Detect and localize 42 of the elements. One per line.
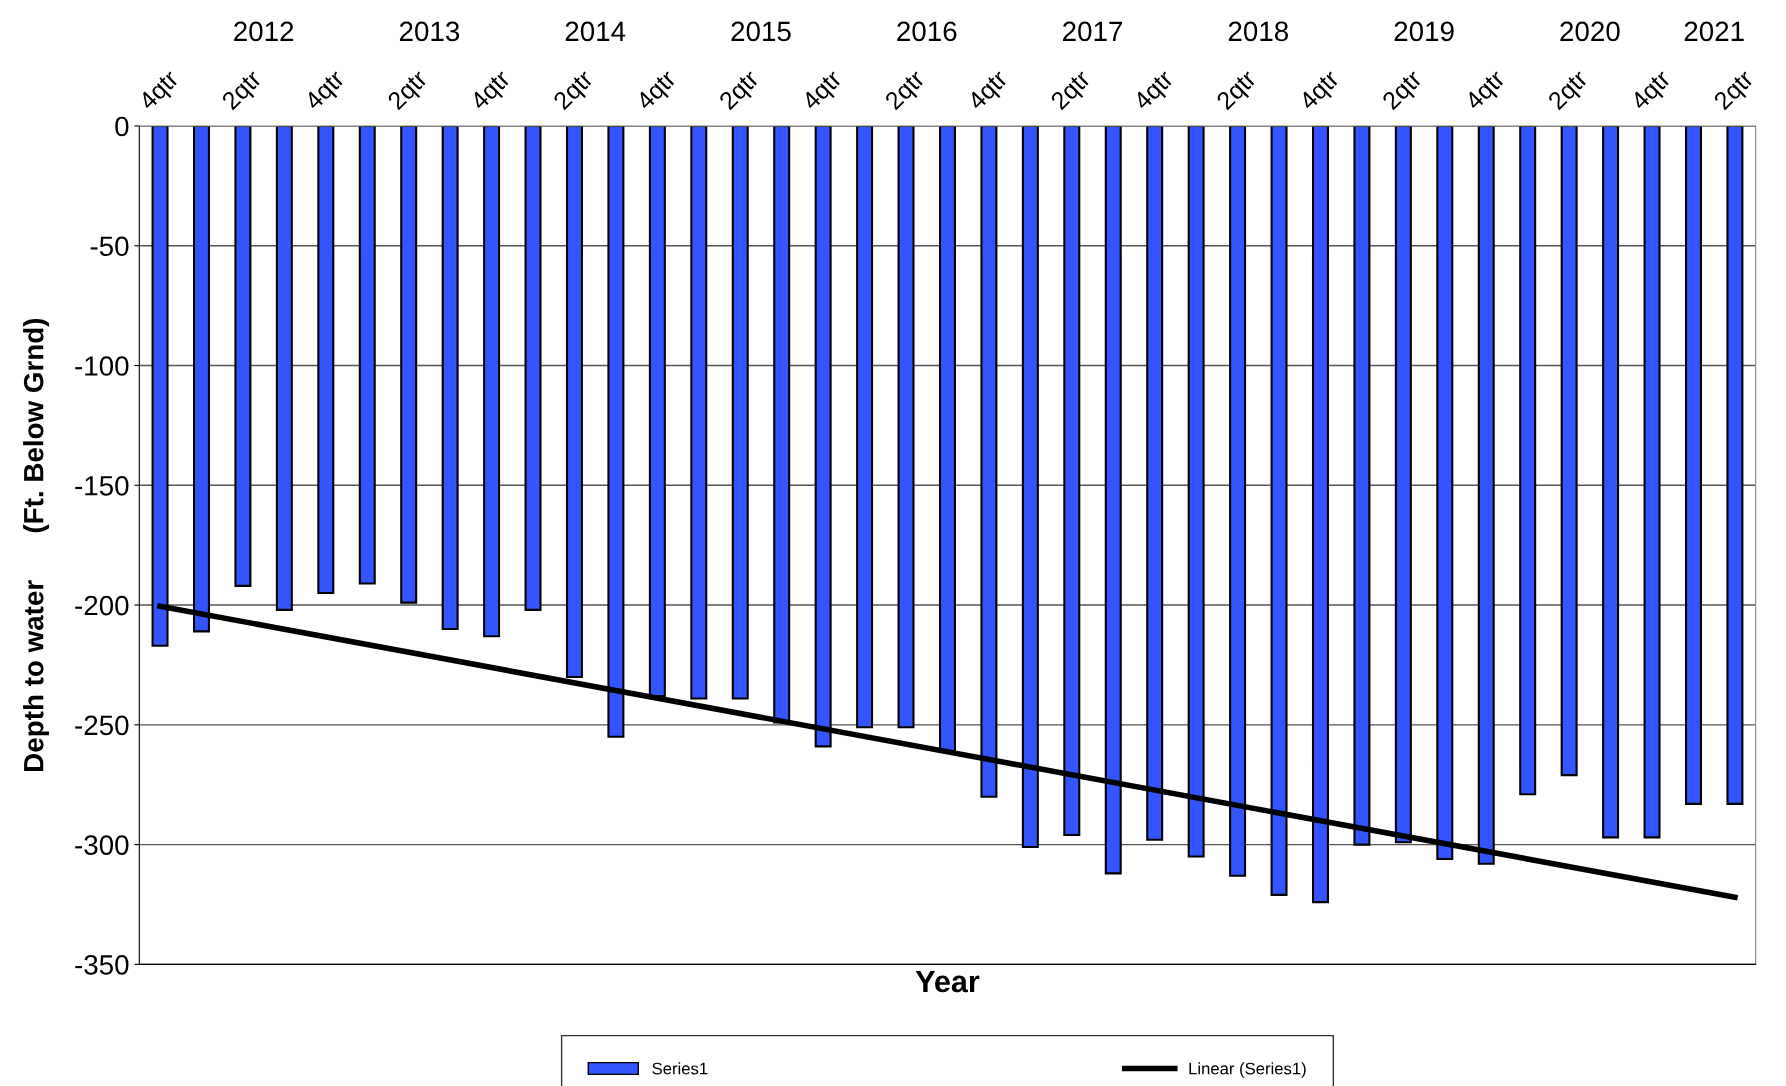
x-tick-label: 2qtr	[386, 68, 432, 114]
x-tick-label: 4qtr	[1629, 68, 1676, 115]
y-axis-title: Depth to water (Ft. Below Grnd)	[23, 318, 49, 771]
text: 2019	[1394, 21, 1454, 42]
x-tick-label: 2qtr	[1049, 68, 1095, 114]
legend-label: Linear (Series1)	[1189, 1062, 1306, 1078]
x-axis-title: Year	[915, 971, 980, 993]
legend-label: Series1	[652, 1062, 708, 1075]
x-tick-label: 4qtr	[1298, 68, 1344, 115]
x-tick-label: 2qtr	[1547, 68, 1593, 114]
x-tick-label: 4qtr	[469, 68, 515, 115]
x-tick-label: 4qtr	[1463, 68, 1510, 115]
x-tick-label: 2qtr	[552, 68, 598, 114]
text: 2012	[234, 21, 294, 42]
x-tick-label: 2qtr	[1381, 68, 1427, 114]
y-tick-label: 0	[115, 116, 129, 137]
x-tick-label: 4qtr	[303, 68, 349, 115]
y-tick-label: -300	[75, 835, 129, 855]
x-tick-label: 2qtr	[1215, 68, 1261, 114]
y-tick-label: -200	[75, 595, 129, 616]
x-tick-label: 2qtr	[220, 68, 267, 114]
y-tick-label: -250	[75, 715, 129, 736]
x-tick-label: 4qtr	[966, 68, 1013, 115]
x-tick-label: 2qtr	[883, 68, 930, 114]
y-tick-label: -150	[75, 475, 129, 496]
y-tick-label: -350	[75, 955, 129, 975]
text: 2014	[565, 21, 626, 42]
text: 2017	[1063, 21, 1123, 42]
x-tick-label: 4qtr	[800, 68, 847, 115]
x-tick-label: 2qtr	[1712, 68, 1759, 114]
y-tick-label: -50	[90, 236, 129, 257]
x-tick-label: 4qtr	[634, 68, 681, 115]
text: 2016	[897, 21, 957, 42]
text: 2021	[1684, 21, 1744, 42]
x-tick-label: 4qtr	[1132, 68, 1178, 115]
text: 2015	[731, 21, 791, 42]
text: 2013	[399, 21, 460, 42]
x-tick-label: 4qtr	[137, 68, 184, 115]
text: 2018	[1228, 21, 1288, 42]
x-tick-label: 2qtr	[718, 68, 764, 114]
text: 2020	[1560, 21, 1620, 42]
y-tick-label: -100	[75, 356, 129, 376]
